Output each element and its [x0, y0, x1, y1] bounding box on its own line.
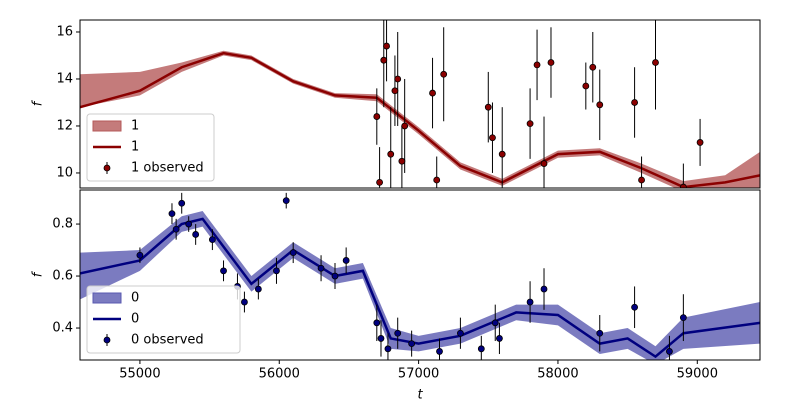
observed-point — [394, 329, 402, 337]
y-tick-label: 0.6 — [52, 269, 73, 284]
observed-point — [172, 225, 180, 233]
legend-label: 1 — [131, 119, 139, 134]
observed-point — [440, 70, 448, 78]
observed-point — [540, 285, 548, 293]
observed-point — [596, 101, 604, 109]
legend-label: 0 — [131, 312, 139, 327]
legend-patch — [92, 292, 122, 304]
y-tick-label: 14 — [56, 71, 73, 86]
observed-point — [484, 103, 492, 111]
plot-area — [80, 192, 760, 360]
observed-point — [208, 236, 216, 244]
observed-point — [168, 210, 176, 218]
observed-point — [679, 314, 687, 322]
y-tick-label: 0.8 — [52, 217, 73, 232]
observed-point — [394, 75, 402, 83]
observed-point — [282, 197, 290, 205]
axes-frame — [79, 189, 761, 361]
x-axis-label: t — [417, 388, 423, 401]
x-tick-label: 56000 — [259, 367, 300, 382]
legend-label: 1 — [131, 140, 139, 155]
observed-point — [526, 298, 534, 306]
observed-point — [596, 329, 604, 337]
observed-point — [136, 251, 144, 259]
y-tick-label: 0.4 — [52, 321, 73, 336]
legend-patch — [92, 120, 122, 132]
observed-point — [384, 345, 392, 353]
observed-point — [489, 134, 496, 142]
observed-point — [377, 335, 385, 342]
observed-point — [273, 267, 280, 275]
observed-point — [373, 319, 381, 327]
legend-marker — [103, 336, 111, 344]
observed-point — [178, 199, 186, 207]
legend-label: 1 observed — [131, 161, 204, 176]
axes-frame — [79, 19, 761, 189]
confidence-band — [80, 211, 760, 360]
x-tick-label: 57000 — [398, 367, 439, 382]
observed-point — [398, 157, 406, 165]
observed-point — [408, 340, 416, 348]
legend-label: 0 — [131, 291, 139, 306]
observed-point — [220, 267, 227, 275]
legend-box — [86, 285, 241, 354]
observed-point — [433, 176, 441, 184]
observed-point — [540, 160, 548, 167]
observed-point — [631, 303, 638, 311]
y-axis-label: f — [31, 270, 46, 277]
observed-point — [391, 87, 399, 95]
legend-marker — [103, 164, 111, 172]
mean-line — [80, 217, 760, 359]
observed-point — [533, 61, 541, 69]
observed-point — [192, 231, 200, 238]
observed-point — [457, 329, 464, 337]
observed-point — [376, 178, 383, 186]
observed-point — [491, 319, 499, 327]
observed-point — [547, 59, 555, 66]
observed-point — [477, 345, 485, 353]
observed-point — [342, 257, 350, 264]
observed-point — [496, 335, 503, 342]
observed-point — [589, 63, 597, 71]
observed-point — [401, 122, 409, 130]
observed-point — [317, 264, 325, 272]
observed-point — [373, 113, 381, 120]
x-tick-label: 58000 — [537, 367, 578, 382]
confidence-band — [80, 50, 760, 188]
mean-line — [80, 51, 760, 188]
x-tick-label: 55000 — [119, 367, 160, 382]
observed-point — [498, 150, 506, 158]
observed-point — [383, 42, 390, 50]
observed-point — [666, 348, 673, 355]
observed-point — [638, 176, 645, 184]
observed-point — [631, 99, 638, 106]
observed-point — [289, 249, 297, 257]
observed-point — [582, 82, 590, 90]
observed-point — [436, 348, 443, 355]
y-tick-label: 10 — [56, 165, 73, 180]
legend-label: 0 observed — [131, 333, 204, 348]
y-tick-label: 12 — [56, 118, 73, 133]
observed-point — [387, 150, 395, 158]
observed-point — [679, 183, 687, 188]
observed-point — [380, 56, 388, 64]
observed-point — [185, 220, 193, 228]
plot-area — [80, 20, 760, 188]
observed-point — [652, 59, 659, 66]
x-tick-label: 59000 — [677, 367, 718, 382]
observed-point — [429, 89, 436, 97]
observed-point — [254, 285, 262, 293]
y-tick-label: 16 — [56, 24, 73, 39]
observed-point — [696, 139, 704, 146]
observed-point — [241, 298, 248, 306]
y-axis-label: f — [31, 99, 46, 106]
observed-point — [331, 272, 339, 280]
observed-point — [526, 120, 534, 128]
